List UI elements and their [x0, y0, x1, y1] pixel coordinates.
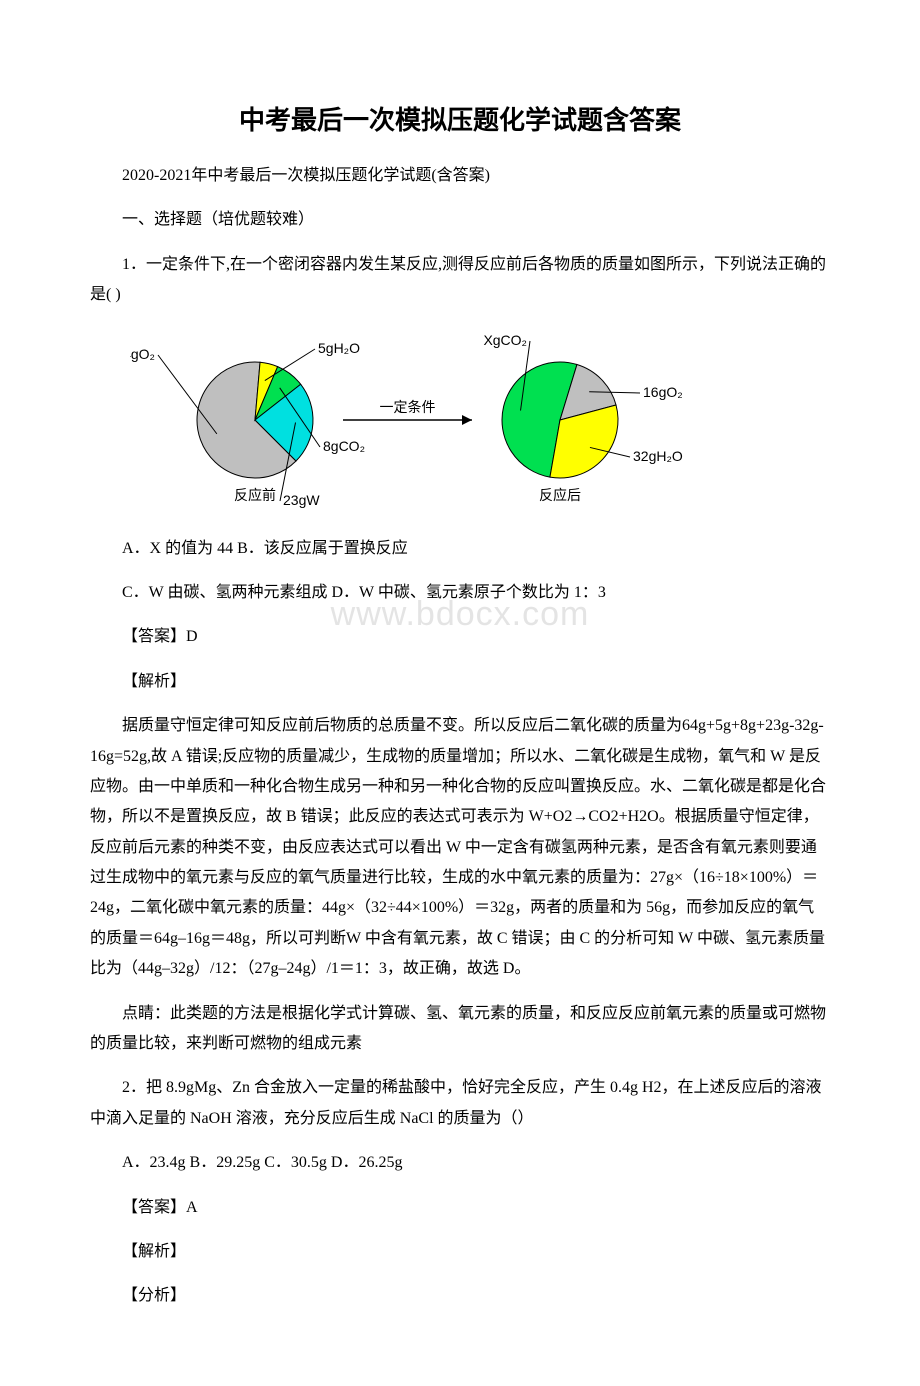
svg-text:XgCO₂: XgCO₂ [483, 332, 527, 348]
q1-options-ab: A．X 的值为 44 B．该反应属于置换反应 [90, 534, 830, 564]
section-heading: 一、选择题（培优题较难） [90, 205, 830, 235]
q2-analysis-label: 【解析】 [90, 1237, 830, 1267]
svg-text:64gO₂: 64gO₂ [130, 346, 155, 362]
svg-text:一定条件: 一定条件 [380, 399, 436, 416]
svg-text:23gW: 23gW [283, 492, 320, 508]
q1-options-cd: C．W 由碳、氢两种元素组成 D．W 中碳、氢元素原子个数比为 1：3 [90, 578, 830, 608]
q2-answer: 【答案】A [90, 1193, 830, 1223]
page-title: 中考最后一次模拟压题化学试题含答案 [90, 100, 830, 137]
q2-options: A．23.4g B．29.25g C．30.5g D．26.25g [90, 1148, 830, 1178]
q2-fenxi-label: 【分析】 [90, 1281, 830, 1311]
q1-analysis-label: 【解析】 [90, 667, 830, 697]
svg-text:8gCO₂: 8gCO₂ [323, 438, 365, 454]
q1-dianjing: 点睛：此类题的方法是根据化学式计算碳、氢、氧元素的质量，和反应反应前氧元素的质量… [90, 999, 830, 1060]
intro-line: 2020-2021年中考最后一次模拟压题化学试题(含答案) [90, 161, 830, 191]
svg-text:反应后: 反应后 [539, 487, 581, 504]
svg-text:反应前: 反应前 [234, 487, 276, 504]
svg-text:5gH₂O: 5gH₂O [318, 340, 360, 356]
q1-answer: 【答案】D [90, 622, 830, 652]
reaction-diagram: 64gO₂ 5gH₂O 8gCO₂ 23gW 反应前 XgCO₂ 16gO₂ 32gH₂O 反应… [130, 325, 830, 520]
q2-stem: 2．把 8.9gMg、Zn 合金放入一定量的稀盐酸中，恰好完全反应，产生 0.4… [90, 1073, 830, 1134]
q1-analysis-body: 据质量守恒定律可知反应前后物质的总质量不变。所以反应后二氧化碳的质量为64g+5… [90, 711, 830, 985]
q1-stem: 1．一定条件下,在一个密闭容器内发生某反应,测得反应前后各物质的质量如图所示，下… [90, 250, 830, 311]
svg-text:32gH₂O: 32gH₂O [633, 448, 683, 464]
svg-text:16gO₂: 16gO₂ [643, 384, 683, 400]
